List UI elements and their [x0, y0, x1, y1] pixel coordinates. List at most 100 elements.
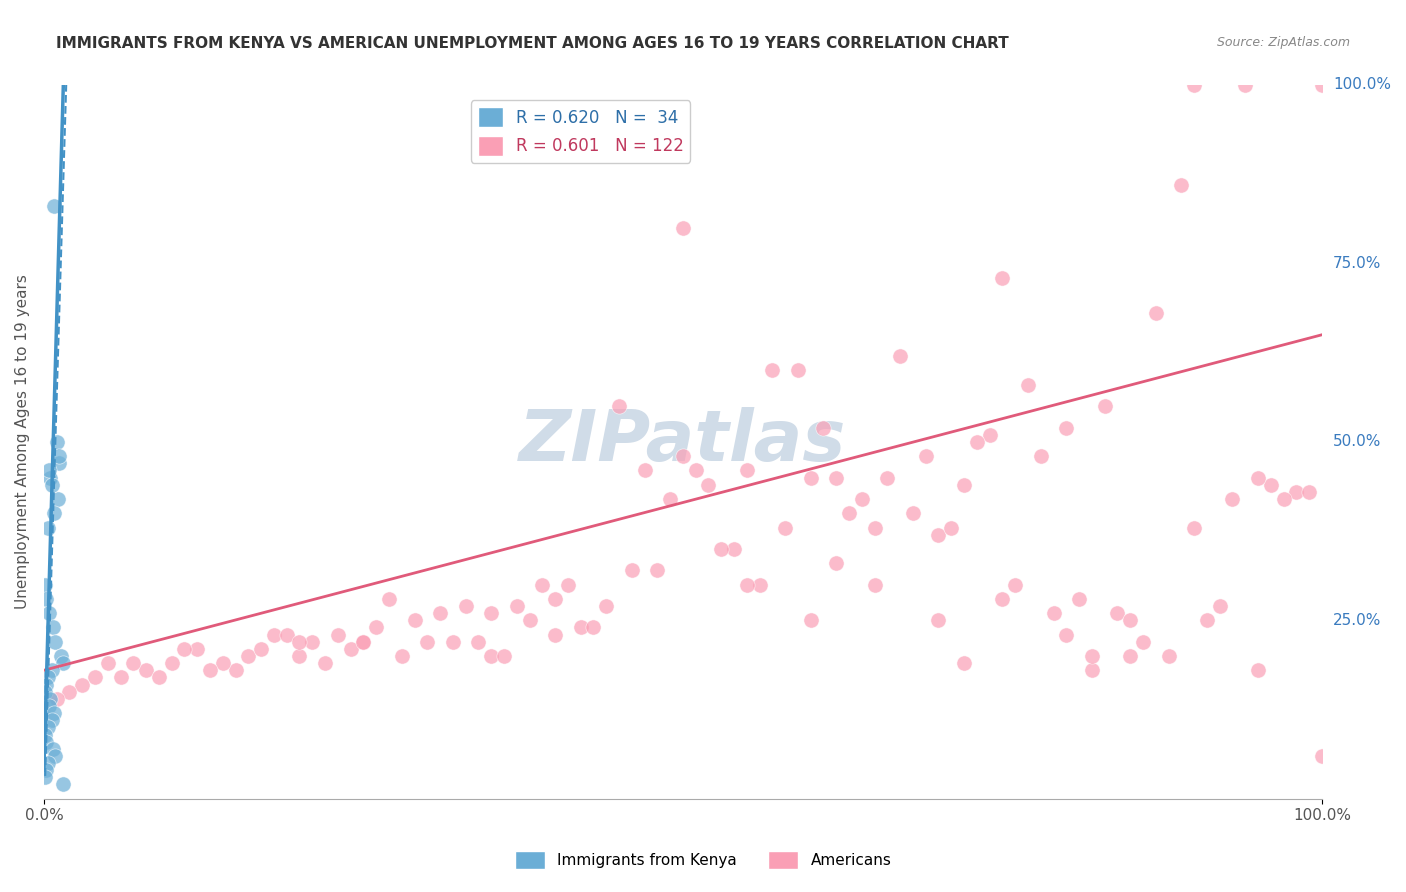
Point: [1029, 449, 1052, 463]
Point: [441, 634, 464, 648]
Point: [238, 648, 260, 663]
Point: [1119, 613, 1142, 627]
Point: [1144, 306, 1167, 320]
Point: [110, 670, 132, 684]
Point: [838, 506, 860, 520]
Point: [34, 727, 56, 741]
Point: [1247, 470, 1270, 484]
Point: [454, 599, 477, 613]
Point: [1247, 663, 1270, 677]
Point: [773, 520, 796, 534]
Point: [761, 363, 783, 377]
Point: [557, 577, 579, 591]
Point: [544, 627, 567, 641]
Point: [288, 648, 311, 663]
Point: [38, 606, 60, 620]
Point: [52, 777, 75, 791]
Point: [38, 698, 60, 713]
Point: [211, 656, 233, 670]
Point: [148, 670, 170, 684]
Point: [979, 427, 1001, 442]
Point: [1310, 78, 1333, 92]
Point: [876, 470, 898, 484]
Point: [492, 648, 515, 663]
Point: [506, 599, 529, 613]
Point: [851, 491, 873, 506]
Point: [633, 463, 655, 477]
Point: [813, 420, 835, 434]
Point: [1067, 591, 1090, 606]
Point: [42, 706, 65, 720]
Point: [569, 620, 592, 634]
Point: [135, 663, 157, 677]
Point: [52, 656, 75, 670]
Point: [1017, 377, 1039, 392]
Point: [710, 541, 733, 556]
Point: [1042, 606, 1064, 620]
Point: [34, 770, 56, 784]
Point: [953, 656, 976, 670]
Point: [122, 656, 145, 670]
Point: [966, 434, 988, 449]
Point: [582, 620, 605, 634]
Point: [339, 641, 361, 656]
Point: [1298, 484, 1320, 499]
Point: [41, 713, 63, 727]
Point: [42, 199, 65, 213]
Point: [531, 577, 554, 591]
Point: [49, 648, 72, 663]
Point: [595, 599, 617, 613]
Point: [45, 434, 67, 449]
Point: [378, 591, 401, 606]
Point: [735, 463, 758, 477]
Point: [39, 691, 62, 706]
Point: [1234, 78, 1257, 92]
Point: [250, 641, 273, 656]
Point: [659, 491, 682, 506]
Text: Source: ZipAtlas.com: Source: ZipAtlas.com: [1216, 36, 1350, 49]
Point: [479, 606, 502, 620]
Point: [301, 634, 323, 648]
Legend: R = 0.620   N =  34, R = 0.601   N = 122: R = 0.620 N = 34, R = 0.601 N = 122: [471, 101, 690, 162]
Point: [58, 684, 80, 698]
Point: [326, 627, 349, 641]
Point: [42, 741, 65, 756]
Point: [953, 477, 976, 491]
Point: [1222, 491, 1244, 506]
Point: [697, 477, 720, 491]
Point: [544, 591, 567, 606]
Point: [991, 591, 1014, 606]
Point: [46, 491, 69, 506]
Point: [34, 684, 56, 698]
Text: ZIPatlas: ZIPatlas: [519, 408, 846, 476]
Point: [41, 477, 63, 491]
Point: [198, 663, 221, 677]
Point: [37, 756, 59, 770]
Point: [647, 563, 669, 577]
Point: [314, 656, 336, 670]
Point: [42, 506, 65, 520]
Text: 25.0%: 25.0%: [1333, 613, 1381, 628]
Point: [748, 577, 770, 591]
Point: [519, 613, 541, 627]
Point: [1260, 477, 1282, 491]
Point: [37, 670, 59, 684]
Point: [825, 470, 848, 484]
Point: [35, 734, 58, 748]
Point: [263, 627, 285, 641]
Point: [366, 620, 388, 634]
Point: [1054, 420, 1077, 434]
Text: 100.0%: 100.0%: [1333, 78, 1391, 93]
Point: [41, 663, 63, 677]
Point: [620, 563, 643, 577]
Point: [672, 220, 695, 235]
Point: [800, 470, 823, 484]
Point: [607, 399, 630, 413]
Point: [889, 349, 911, 363]
Point: [901, 506, 924, 520]
Legend: Immigrants from Kenya, Americans: Immigrants from Kenya, Americans: [509, 845, 897, 875]
Point: [416, 634, 439, 648]
Point: [45, 691, 67, 706]
Point: [1182, 78, 1205, 92]
Point: [1107, 606, 1129, 620]
